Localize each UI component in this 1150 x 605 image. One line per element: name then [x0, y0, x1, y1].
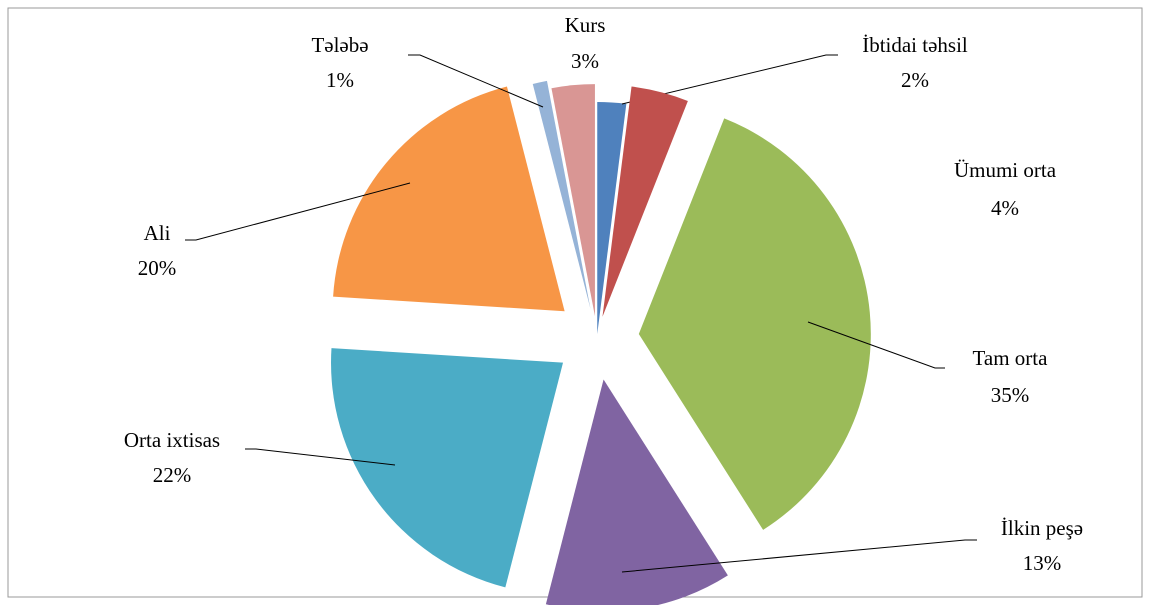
slice-label: Orta ixtisas — [124, 428, 220, 452]
slice-label: Tam orta — [973, 346, 1049, 370]
slice-label: İlkin peşə — [1001, 516, 1083, 540]
leader-line — [621, 54, 838, 105]
pie-slice — [545, 379, 728, 605]
leader-line — [408, 54, 544, 108]
slice-value-label: 4% — [991, 196, 1019, 220]
leader-line — [245, 448, 396, 466]
slice-label: İbtidai təhsil — [862, 33, 968, 57]
leader-line — [621, 539, 977, 573]
slice-value-label: 22% — [153, 463, 192, 487]
slice-value-label: 1% — [326, 68, 354, 92]
slice-value-label: 3% — [571, 49, 599, 73]
slice-label: Kurs — [565, 13, 606, 37]
slice-label: Ümumi orta — [954, 158, 1057, 182]
slice-value-label: 13% — [1023, 551, 1062, 575]
pie-slice — [551, 84, 595, 317]
slice-value-label: 20% — [138, 256, 177, 280]
slice-value-label: 2% — [901, 68, 929, 92]
pie-slice — [331, 348, 564, 588]
slice-value-label: 35% — [991, 383, 1030, 407]
pie-slice — [532, 80, 591, 309]
slice-label: Ali — [144, 221, 171, 245]
slice-label: Tələbə — [311, 33, 368, 57]
leader-line — [185, 182, 411, 241]
leader-line — [807, 321, 945, 369]
pie-slice — [333, 86, 565, 312]
pie-slice — [597, 102, 627, 335]
pie-slice — [602, 86, 688, 317]
pie-slice — [638, 118, 871, 530]
